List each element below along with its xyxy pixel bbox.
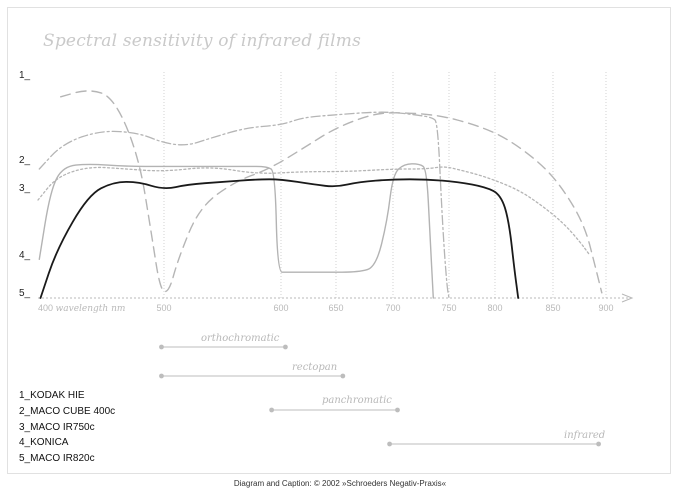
series-line-2 — [37, 166, 590, 255]
x-tick-900: 900 — [598, 303, 614, 313]
legend-item-konica: 4_KONICA — [19, 437, 69, 449]
x-tick-850: 850 — [545, 303, 561, 313]
series-line-3 — [38, 111, 450, 299]
series-line-5 — [39, 178, 520, 299]
region-dot-end-infrared — [596, 441, 601, 447]
legend-item-maco-ir820c: 5_MACO IR820c — [19, 453, 95, 465]
x-tick-700: 700 — [385, 303, 401, 313]
region-dot-end-rectopan — [340, 373, 346, 379]
chart-title: Spectral sensitivity of infrared films — [43, 31, 362, 51]
series-line-1 — [60, 90, 603, 294]
x-tick-400: 400 wavelength nm — [38, 303, 126, 314]
x-tick-600: 600 — [273, 303, 289, 313]
x-tick-800: 800 — [487, 303, 503, 313]
region-label-orthochromatic: orthochromatic — [201, 333, 280, 344]
y-marker-4: 4_ — [19, 250, 31, 261]
region-label-panchromatic: panchromatic — [322, 395, 392, 406]
x-tick-500: 500 — [156, 303, 172, 313]
x-axis-arrow — [621, 293, 634, 303]
chart-frame — [7, 7, 671, 474]
region-dot-start-orthochromatic — [159, 344, 164, 350]
series-line-4 — [38, 163, 434, 299]
region-label-rectopan: rectopan — [292, 362, 338, 373]
region-dot-start-rectopan — [159, 373, 164, 379]
y-marker-2: 2_ — [19, 155, 31, 166]
region-label-infrared: infrared — [564, 430, 606, 441]
y-marker-5: 5_ — [19, 288, 31, 299]
y-marker-3: 3_ — [19, 183, 31, 194]
x-tick-750: 750 — [441, 303, 457, 313]
legend: 1_KODAK HIE 2_MACO CUBE 400c 3_MACO IR75… — [19, 388, 115, 467]
x-axis-label: wavelength nm — [55, 304, 126, 314]
region-dot-end-orthochromatic — [283, 344, 288, 350]
legend-item-maco-cube-400c: 2_MACO CUBE 400c — [19, 405, 116, 417]
y-marker-1: 1_ — [19, 70, 31, 81]
region-dot-end-panchromatic — [395, 407, 400, 413]
legend-item-kodak-hie: 1_KODAK HIE — [19, 390, 85, 401]
figure-caption: Diagram and Caption: © 2002 »Schroeders … — [233, 479, 447, 488]
region-dot-start-panchromatic — [269, 407, 275, 413]
legend-item-maco-ir750c: 3_MACO IR750c — [19, 421, 95, 433]
region-dot-start-infrared — [387, 441, 392, 447]
x-tick-650: 650 — [328, 303, 344, 313]
